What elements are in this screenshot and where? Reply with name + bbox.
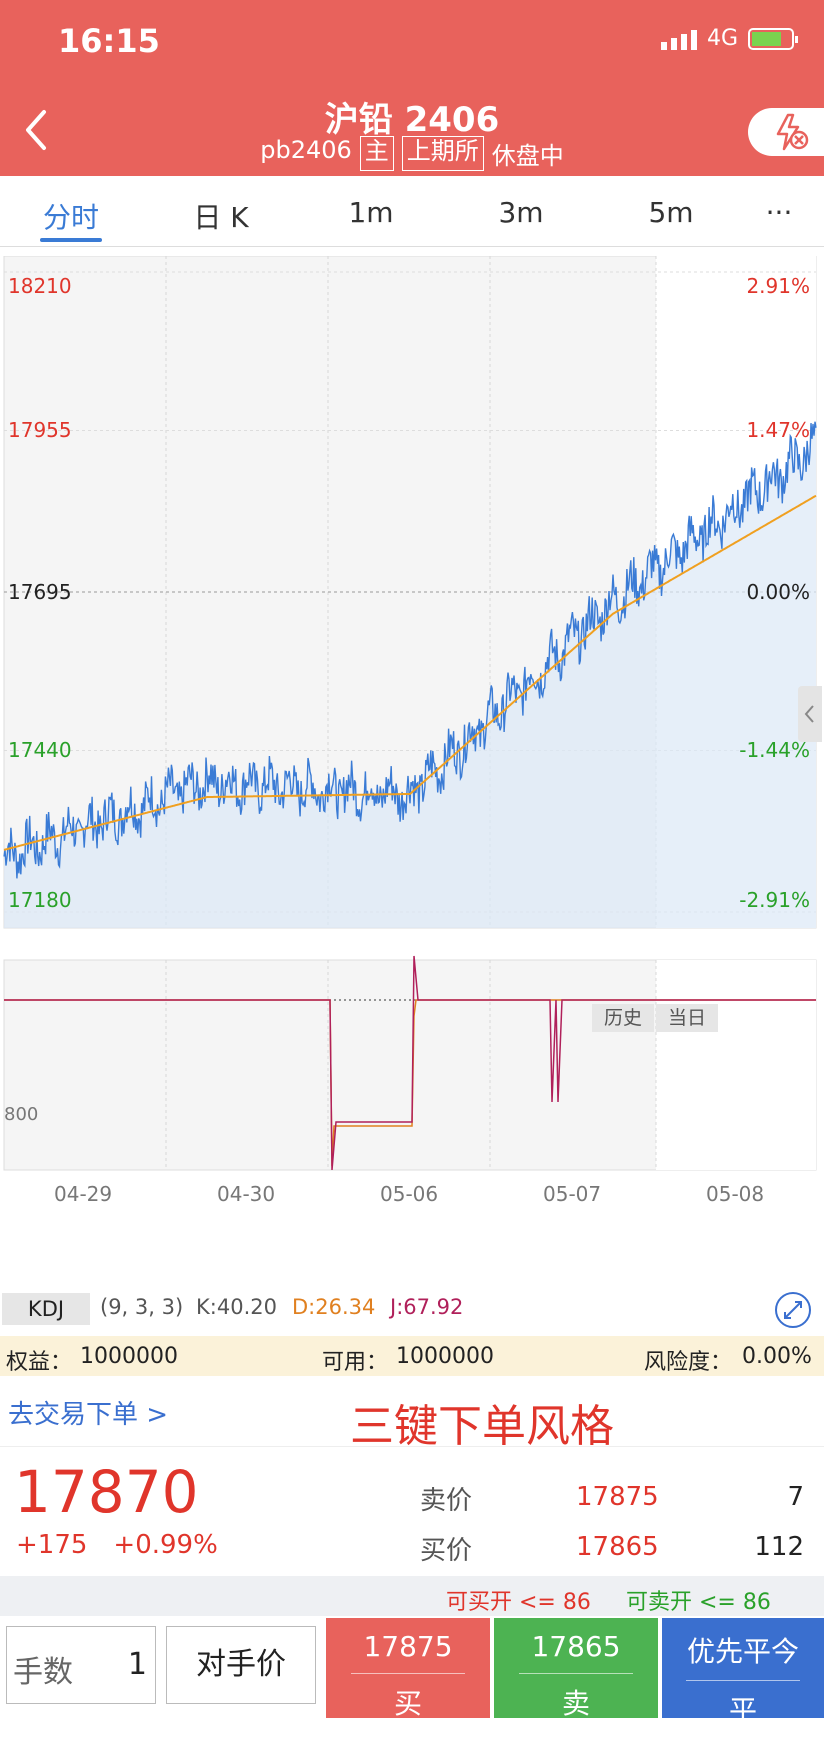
battery-icon — [748, 27, 798, 50]
contract-code: pb2406 — [260, 136, 352, 164]
chart-area: 18210 17955 17695 17440 17180 2.91% 1.47% 0.00… — [0, 255, 824, 1328]
back-icon[interactable] — [22, 108, 52, 152]
status-time: 16:15 — [58, 22, 160, 60]
page-title: 沪铅 2406 — [324, 100, 500, 140]
tab-3m[interactable]: 3m — [498, 196, 544, 229]
price-area-fill — [4, 421, 816, 928]
ask-volume: 7 — [787, 1482, 804, 1512]
tab-daily[interactable]: 日 K — [193, 201, 249, 234]
last-price: 17870 — [14, 1458, 199, 1526]
chevron-left-icon — [804, 705, 814, 723]
close-position-button[interactable]: 优先平今 平 — [662, 1618, 824, 1727]
tab-intraday[interactable]: 分时 — [42, 201, 99, 234]
side-panel-handle[interactable] — [798, 686, 822, 742]
buy-open-limit: 可买开 <= 86 — [446, 1590, 591, 1615]
price-axis-label: 17440 — [8, 738, 72, 763]
kdj-indicator-name[interactable]: KDJ — [2, 1293, 90, 1325]
flash-order-button[interactable] — [748, 108, 824, 156]
account-bar: 权益： 1000000 可用： 1000000 风险度： 0.00% — [0, 1336, 824, 1376]
price-axis-label: 17180 — [8, 888, 72, 912]
ask-price: 17875 — [576, 1482, 659, 1512]
buy-price: 17875 — [363, 1630, 453, 1663]
signal-icon — [660, 28, 697, 50]
sell-divider — [518, 1673, 634, 1674]
average-price-line — [3, 494, 817, 851]
percent-axis-label: 2.91% — [746, 274, 810, 298]
kdj-today-bg — [656, 960, 816, 1170]
status-icons: 4G — [660, 26, 798, 51]
date-axis-label: 05-07 — [543, 1182, 602, 1206]
date-axis-label: 04-30 — [217, 1182, 276, 1206]
price-axis-label: 18210 — [8, 274, 72, 298]
date-axis-label: 05-08 — [706, 1182, 765, 1206]
risk-label: 风险度： — [644, 1350, 733, 1375]
percent-axis-label: 0.00% — [746, 580, 810, 604]
kdj-d-value: D:26.34 — [292, 1295, 376, 1319]
go-trade-link[interactable]: 去交易下单 > — [8, 1400, 169, 1430]
quantity-label: 手数 — [13, 1655, 73, 1690]
period-tabs: 分时 日 K 1m 3m 5m ··· — [0, 176, 824, 247]
kdj-j-line — [4, 955, 816, 1171]
market-status: 休盘中 — [491, 142, 564, 170]
close-priority-label: 优先平今 — [686, 1635, 799, 1668]
tab-1m[interactable]: 1m — [348, 196, 394, 229]
exchange-tag: 上期所 — [401, 136, 484, 171]
equity-value: 1000000 — [80, 1344, 178, 1369]
price-line — [3, 421, 817, 879]
sell-label: 卖 — [561, 1687, 590, 1720]
equity-label: 权益： — [6, 1350, 73, 1375]
sell-button[interactable]: 17865 卖 — [494, 1618, 658, 1720]
fullscreen-icon[interactable] — [774, 1291, 812, 1329]
quantity-value: 1 — [127, 1647, 147, 1682]
quote-panel — [0, 1446, 824, 1573]
price-axis-label: 17955 — [8, 418, 72, 443]
available-label: 可用： — [322, 1350, 389, 1375]
price-axis-label: 17695 — [8, 580, 72, 604]
bid-volume: 112 — [754, 1532, 804, 1562]
buy-divider — [350, 1673, 466, 1674]
bid-label: 买价 — [420, 1536, 473, 1566]
more-tabs-button[interactable]: ··· — [765, 196, 793, 229]
close-divider — [686, 1680, 800, 1681]
date-axis-label: 05-06 — [380, 1182, 439, 1206]
price-change: +175 +0.99% — [16, 1530, 218, 1560]
risk-value: 0.00% — [742, 1344, 812, 1369]
close-label: 平 — [728, 1694, 757, 1727]
network-label: 4G — [706, 26, 738, 51]
top-header: 16:15 4G 沪铅 2406 pb2406 主 上期所 休盘中 — [0, 0, 824, 176]
kdj-j-value: J:67.92 — [390, 1295, 464, 1319]
ask-label: 卖价 — [420, 1486, 473, 1516]
open-limits-bar: 可买开 <= 86 可卖开 <= 86 — [0, 1576, 824, 1616]
date-axis-label: 04-29 — [54, 1182, 113, 1206]
history-button[interactable]: 历史 — [592, 1004, 654, 1032]
sell-price: 17865 — [531, 1630, 621, 1663]
change-percent: +0.99% — [113, 1530, 218, 1560]
kdj-legend: KDJ (9, 3, 3) K:40.20 D:26.34 J:67.92 — [2, 1291, 816, 1329]
price-type-selector[interactable]: 对手价 — [166, 1626, 316, 1704]
kdj-axis-label: 800 — [4, 1104, 39, 1125]
bid-price: 17865 — [576, 1532, 659, 1562]
order-row: 手数 1 对手价 17875 买 17865 卖 优先平今 平 — [0, 1618, 824, 1727]
intraday-chart[interactable] — [0, 255, 824, 1316]
change-value: +175 — [16, 1530, 88, 1560]
percent-axis-label: 1.47% — [746, 418, 810, 443]
contract-subtitle: pb2406 主 上期所 休盘中 — [0, 136, 824, 171]
kdj-params: (9, 3, 3) — [100, 1295, 184, 1319]
main-tag: 主 — [359, 136, 394, 171]
active-tab-indicator — [40, 238, 102, 242]
flash-icon — [776, 113, 809, 151]
today-button[interactable]: 当日 — [656, 1004, 718, 1032]
percent-axis-label: -2.91% — [739, 888, 810, 912]
percent-axis-label: -1.44% — [739, 738, 810, 763]
buy-label: 买 — [393, 1687, 422, 1720]
quantity-field[interactable]: 手数 1 — [6, 1626, 156, 1704]
available-value: 1000000 — [396, 1344, 494, 1369]
sell-open-limit: 可卖开 <= 86 — [626, 1590, 771, 1615]
buy-button[interactable]: 17875 买 — [326, 1618, 490, 1720]
kdj-k-value: K:40.20 — [196, 1295, 277, 1319]
tab-5m[interactable]: 5m — [648, 196, 694, 229]
order-style-label: 三键下单风格 — [350, 1401, 614, 1452]
